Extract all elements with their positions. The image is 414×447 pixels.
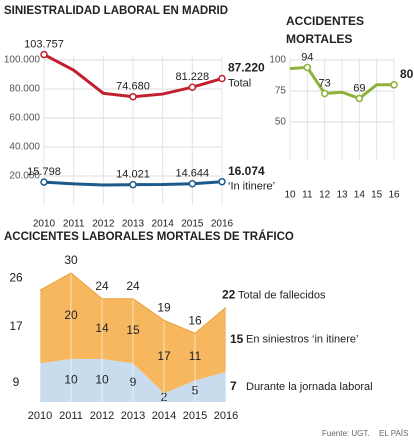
chart-title: ACCICENTES LABORALES MORTALES DE TRÁFICO (4, 230, 294, 243)
value-label: 16.074 (228, 164, 265, 178)
x-tick-label: 2015 (183, 410, 207, 422)
y-tick-label: 80.000 (9, 84, 40, 95)
x-tick-label: 10 (284, 190, 296, 201)
y-tick-label: 60.000 (9, 113, 40, 124)
x-tick-label: 2010 (28, 410, 52, 422)
marker (40, 178, 48, 186)
y-tick-label: 100.000 (4, 55, 41, 66)
value-label: 14.021 (116, 169, 150, 181)
y-tick-label: 40.000 (9, 142, 40, 153)
x-tick-label: 2013 (121, 410, 145, 422)
marker (320, 89, 329, 98)
value-label: 30 (64, 253, 78, 267)
marker (129, 92, 137, 101)
marker (188, 180, 197, 188)
x-tick-label: 2014 (152, 410, 176, 422)
marker (303, 63, 312, 72)
credit: EL PAÍS (379, 429, 408, 438)
value-label: 26 (9, 270, 23, 284)
marker (129, 180, 137, 189)
x-tick-label: 16 (388, 190, 400, 201)
x-tick-label: 14 (354, 190, 366, 201)
x-tick-label: 2012 (92, 219, 115, 230)
marker (355, 94, 364, 103)
value-label: 74.680 (116, 81, 150, 93)
x-tick-label: 2015 (181, 219, 204, 230)
series-label: ‘In itinere’ (228, 181, 275, 193)
legend-value: 22 (222, 288, 236, 302)
source: Fuente: UGT. (322, 429, 370, 438)
marker (188, 83, 197, 91)
chart-title: SINIESTRALIDAD LABORAL EN MADRID (4, 5, 228, 17)
x-tick-label: 2013 (122, 219, 145, 230)
marker (218, 74, 226, 83)
value-label: 15.798 (27, 166, 61, 178)
y-tick-label: 75 (275, 86, 287, 97)
legend-label: Total de fallecidos (238, 289, 326, 301)
x-tick-label: 11 (302, 190, 313, 201)
total-line (39, 272, 227, 334)
x-tick-label: 2011 (59, 410, 83, 422)
legend-value: 15 (230, 332, 244, 346)
value-label: 87.220 (228, 61, 265, 75)
x-tick-label: 15 (371, 190, 383, 201)
value-label: 69 (353, 82, 365, 94)
value-label: 94 (301, 51, 313, 63)
series-label: Total (228, 77, 251, 89)
y-tick-label: 100 (269, 55, 286, 66)
legend-label: En siniestros ‘in itinere’ (246, 334, 359, 346)
marker (218, 177, 226, 186)
x-tick-label: 2014 (152, 219, 175, 230)
chart-title: ACCIDENTES MORTALES (286, 14, 365, 46)
value-label: 81.228 (176, 71, 210, 83)
legend-value: 7 (230, 379, 237, 393)
value-label: 73 (319, 77, 331, 89)
value-label: 103.757 (24, 38, 64, 50)
marker (40, 50, 48, 59)
legend-label: Durante la jornada laboral (246, 381, 373, 393)
x-tick-label: 2011 (63, 219, 85, 230)
value-label: 14.644 (176, 168, 210, 180)
x-tick-label: 2016 (211, 219, 234, 230)
x-tick-label: 2010 (33, 219, 56, 230)
y-tick-label: 50 (275, 117, 287, 128)
value-label: 16 (188, 313, 202, 327)
value-label: 24 (95, 279, 109, 293)
value-label: 80 (400, 67, 414, 81)
value-label: 17 (9, 319, 23, 333)
value-label: 9 (13, 375, 20, 389)
marker (390, 81, 398, 89)
x-tick-label: 13 (336, 190, 348, 201)
x-tick-label: 12 (319, 190, 331, 201)
x-tick-label: 2016 (214, 410, 238, 422)
x-tick-label: 2012 (90, 410, 114, 422)
value-label: 19 (157, 300, 171, 314)
y-tick-label: 20.000 (9, 171, 40, 182)
value-label: 24 (126, 279, 140, 293)
